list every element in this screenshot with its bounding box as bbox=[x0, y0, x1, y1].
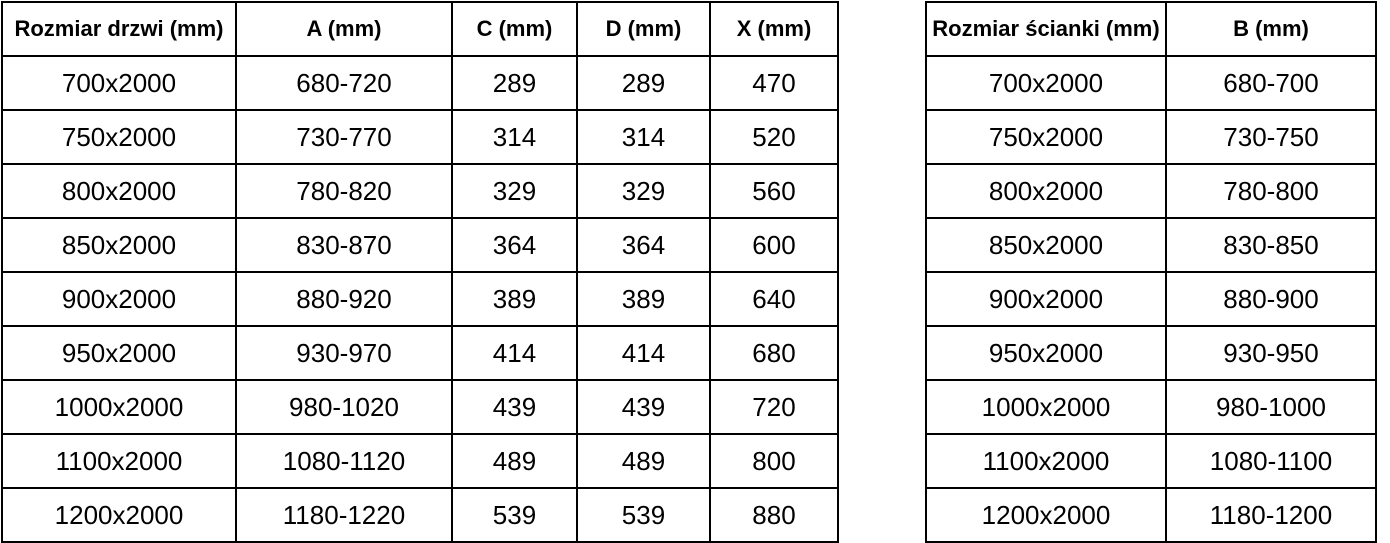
table-row: 800x2000 780-820 329 329 560 bbox=[1, 163, 839, 219]
table-row: 700x2000 680-720 289 289 470 bbox=[1, 55, 839, 111]
table-cell: 850x2000 bbox=[1, 217, 237, 273]
table-cell: 1180-1200 bbox=[1165, 487, 1377, 543]
table-header-cell: B (mm) bbox=[1165, 1, 1377, 57]
table-cell: 520 bbox=[709, 109, 839, 165]
table-cell: 1080-1120 bbox=[235, 433, 453, 489]
table-cell: 880-900 bbox=[1165, 271, 1377, 327]
table-cell: 489 bbox=[451, 433, 578, 489]
table-cell: 389 bbox=[576, 271, 711, 327]
table-cell: 780-800 bbox=[1165, 163, 1377, 219]
table-cell: 389 bbox=[451, 271, 578, 327]
table-cell: 560 bbox=[709, 163, 839, 219]
table-cell: 539 bbox=[576, 487, 711, 543]
table-cell: 880 bbox=[709, 487, 839, 543]
table-cell: 800x2000 bbox=[1, 163, 237, 219]
table-row: 1200x2000 1180-1220 539 539 880 bbox=[1, 487, 839, 543]
table-cell: 980-1020 bbox=[235, 379, 453, 435]
table-cell: 950x2000 bbox=[1, 325, 237, 381]
table-cell: 364 bbox=[451, 217, 578, 273]
table-cell: 680-700 bbox=[1165, 55, 1377, 111]
table-cell: 700x2000 bbox=[925, 55, 1167, 111]
table-row: 750x2000 730-770 314 314 520 bbox=[1, 109, 839, 165]
header-row: Rozmiar ścianki (mm) B (mm) bbox=[925, 1, 1377, 57]
table-cell: 900x2000 bbox=[1, 271, 237, 327]
table-cell: 439 bbox=[451, 379, 578, 435]
table-cell: 830-850 bbox=[1165, 217, 1377, 273]
table-cell: 600 bbox=[709, 217, 839, 273]
table-row: 950x2000 930-970 414 414 680 bbox=[1, 325, 839, 381]
table-header-cell: X (mm) bbox=[709, 1, 839, 57]
table-cell: 850x2000 bbox=[925, 217, 1167, 273]
table-header-cell: A (mm) bbox=[235, 1, 453, 57]
table-cell: 750x2000 bbox=[1, 109, 237, 165]
table-row: 1000x2000 980-1000 bbox=[925, 379, 1377, 435]
table-cell: 700x2000 bbox=[1, 55, 237, 111]
table-cell: 730-750 bbox=[1165, 109, 1377, 165]
table-cell: 329 bbox=[576, 163, 711, 219]
table-row: 750x2000 730-750 bbox=[925, 109, 1377, 165]
table-cell: 329 bbox=[451, 163, 578, 219]
table-row: 1100x2000 1080-1100 bbox=[925, 433, 1377, 489]
table-row: 800x2000 780-800 bbox=[925, 163, 1377, 219]
table-header-cell: Rozmiar drzwi (mm) bbox=[1, 1, 237, 57]
table-cell: 289 bbox=[451, 55, 578, 111]
table-row: 1200x2000 1180-1200 bbox=[925, 487, 1377, 543]
table-cell: 489 bbox=[576, 433, 711, 489]
door-sizes-table: Rozmiar drzwi (mm) A (mm) C (mm) D (mm) X (m… bbox=[1, 1, 839, 543]
table-header-cell: Rozmiar ścianki (mm) bbox=[925, 1, 1167, 57]
table-cell: 1080-1100 bbox=[1165, 433, 1377, 489]
table-cell: 930-970 bbox=[235, 325, 453, 381]
table-cell: 880-920 bbox=[235, 271, 453, 327]
table-cell: 800x2000 bbox=[925, 163, 1167, 219]
table-cell: 439 bbox=[576, 379, 711, 435]
table-row: 850x2000 830-870 364 364 600 bbox=[1, 217, 839, 273]
table-cell: 900x2000 bbox=[925, 271, 1167, 327]
table-cell: 364 bbox=[576, 217, 711, 273]
table-cell: 830-870 bbox=[235, 217, 453, 273]
table-cell: 750x2000 bbox=[925, 109, 1167, 165]
table-cell: 640 bbox=[709, 271, 839, 327]
table-cell: 930-950 bbox=[1165, 325, 1377, 381]
wall-sizes-table: Rozmiar ścianki (mm) B (mm) 700x2000 680-70… bbox=[925, 1, 1377, 543]
table-cell: 414 bbox=[451, 325, 578, 381]
table-cell: 680 bbox=[709, 325, 839, 381]
table-row: 700x2000 680-700 bbox=[925, 55, 1377, 111]
table-row: 850x2000 830-850 bbox=[925, 217, 1377, 273]
table-cell: 1200x2000 bbox=[1, 487, 237, 543]
table-cell: 730-770 bbox=[235, 109, 453, 165]
table-cell: 780-820 bbox=[235, 163, 453, 219]
header-row: Rozmiar drzwi (mm) A (mm) C (mm) D (mm) X (m… bbox=[1, 1, 839, 57]
table-cell: 289 bbox=[576, 55, 711, 111]
table-row: 1100x2000 1080-1120 489 489 800 bbox=[1, 433, 839, 489]
table-cell: 1000x2000 bbox=[925, 379, 1167, 435]
table-row: 950x2000 930-950 bbox=[925, 325, 1377, 381]
table-cell: 1100x2000 bbox=[925, 433, 1167, 489]
table-cell: 1200x2000 bbox=[925, 487, 1167, 543]
table-cell: 314 bbox=[451, 109, 578, 165]
table-cell: 950x2000 bbox=[925, 325, 1167, 381]
table-row: 1000x2000 980-1020 439 439 720 bbox=[1, 379, 839, 435]
table-row: 900x2000 880-920 389 389 640 bbox=[1, 271, 839, 327]
table-row: 900x2000 880-900 bbox=[925, 271, 1377, 327]
table-cell: 680-720 bbox=[235, 55, 453, 111]
table-cell: 470 bbox=[709, 55, 839, 111]
table-cell: 800 bbox=[709, 433, 839, 489]
table-cell: 539 bbox=[451, 487, 578, 543]
table-cell: 1100x2000 bbox=[1, 433, 237, 489]
table-cell: 1000x2000 bbox=[1, 379, 237, 435]
table-header-cell: D (mm) bbox=[576, 1, 711, 57]
table-cell: 314 bbox=[576, 109, 711, 165]
table-cell: 980-1000 bbox=[1165, 379, 1377, 435]
table-header-cell: C (mm) bbox=[451, 1, 578, 57]
table-cell: 414 bbox=[576, 325, 711, 381]
table-cell: 1180-1220 bbox=[235, 487, 453, 543]
table-cell: 720 bbox=[709, 379, 839, 435]
